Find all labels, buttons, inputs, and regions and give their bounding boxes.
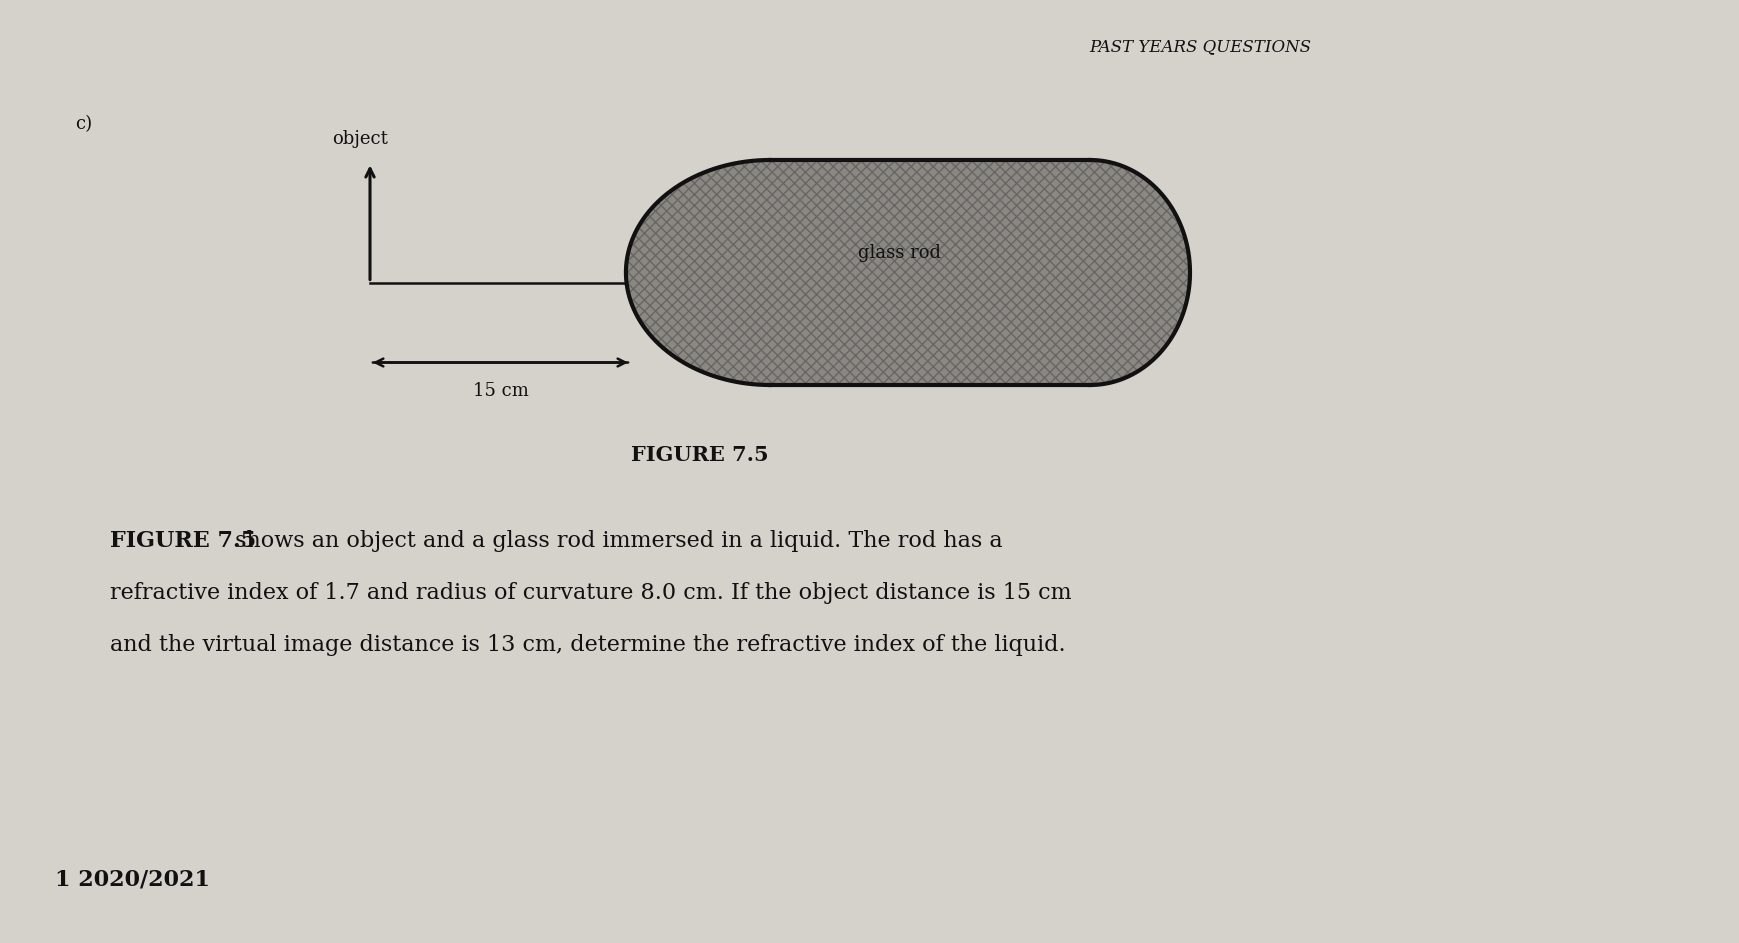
Text: FIGURE 7.5: FIGURE 7.5: [110, 530, 256, 552]
Polygon shape: [626, 160, 1189, 385]
Text: c): c): [75, 115, 92, 133]
Text: glass rod: glass rod: [859, 243, 941, 261]
Text: and the virtual image distance is 13 cm, determine the refractive index of the l: and the virtual image distance is 13 cm,…: [110, 634, 1066, 656]
Text: 15 cm: 15 cm: [473, 383, 529, 401]
Text: object: object: [332, 129, 388, 147]
Text: FIGURE 7.5: FIGURE 7.5: [631, 445, 769, 465]
Text: refractive index of 1.7 and radius of curvature 8.0 cm. If the object distance i: refractive index of 1.7 and radius of cu…: [110, 582, 1071, 604]
Text: PAST YEARS QUESTIONS: PAST YEARS QUESTIONS: [1089, 38, 1311, 55]
Text: shows an object and a glass rod immersed in a liquid. The rod has a: shows an object and a glass rod immersed…: [228, 530, 1003, 552]
Text: 1 2020/2021: 1 2020/2021: [56, 868, 210, 890]
